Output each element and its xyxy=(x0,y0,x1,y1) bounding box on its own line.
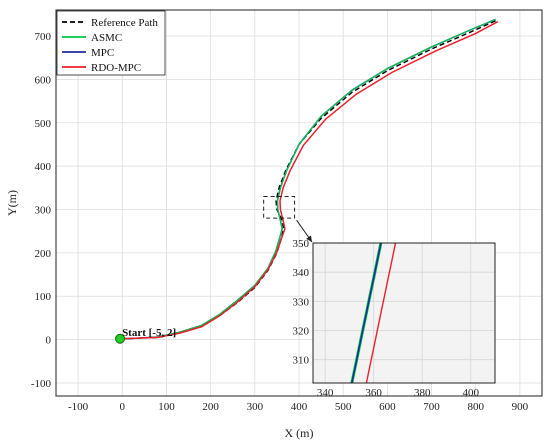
x-tick-label: 800 xyxy=(467,401,484,413)
inset-x-tick-label: 340 xyxy=(317,387,334,399)
plot-frame xyxy=(55,9,543,397)
x-tick-label: 400 xyxy=(291,401,308,413)
legend-label: RDO-MPC xyxy=(91,62,141,74)
zoom-inset: 340 360 380 400 310 320 330 340 350 xyxy=(293,238,496,399)
y-tick-label: 100 xyxy=(35,291,52,303)
series-line-asmc xyxy=(120,18,496,340)
inset-y-tick-label: 320 xyxy=(293,326,310,338)
x-axis-label: X (m) xyxy=(285,426,314,440)
zoom-arrow xyxy=(296,219,313,243)
legend-label: Reference Path xyxy=(91,17,158,29)
y-tick-label: 500 xyxy=(35,118,52,130)
zoom-region-box xyxy=(263,195,296,219)
y-tick-label: 600 xyxy=(35,74,52,86)
start-annotation: Start [-5, 2] xyxy=(115,327,176,344)
x-tick-label: 300 xyxy=(247,401,264,413)
inset-x-tick-label: 380 xyxy=(414,387,431,399)
inset-line-rdo-mpc xyxy=(365,243,397,383)
y-tick-label: 300 xyxy=(35,205,52,217)
series-line-reference-path xyxy=(120,20,496,340)
x-tick-label: 700 xyxy=(423,401,440,413)
x-tick-label: -100 xyxy=(68,401,89,413)
x-tick-label: 0 xyxy=(120,401,126,413)
legend: Reference Path ASMC MPC RDO-MPC xyxy=(56,10,166,76)
y-tick-label: -100 xyxy=(31,378,52,390)
inset-y-tick-label: 340 xyxy=(293,267,310,279)
x-tick-label: 500 xyxy=(335,401,352,413)
y-tick-labels: -100 0 100 200 300 400 500 600 700 xyxy=(31,31,52,390)
x-tick-label: 600 xyxy=(379,401,396,413)
inset-y-tick-label: 310 xyxy=(293,355,310,367)
y-tick-label: 200 xyxy=(35,248,52,260)
inset-background xyxy=(313,243,495,383)
series-layer xyxy=(120,18,499,340)
inset-x-tick-label: 400 xyxy=(462,387,479,399)
start-label: Start [-5, 2] xyxy=(122,327,176,339)
y-tick-label: 0 xyxy=(46,335,52,347)
inset-tick-labels: 340 360 380 400 310 320 330 340 350 xyxy=(293,238,480,399)
y-tick-label: 400 xyxy=(35,161,52,173)
x-tick-label: 200 xyxy=(202,401,219,413)
legend-label: ASMC xyxy=(91,32,122,44)
inset-y-tick-label: 350 xyxy=(293,238,310,250)
y-axis-label: Y(m) xyxy=(5,190,19,216)
y-tick-label: 700 xyxy=(35,31,52,43)
legend-label: MPC xyxy=(91,47,114,59)
x-tick-labels: -100 0 100 200 300 400 500 600 700 800 900 xyxy=(68,401,529,413)
inset-y-tick-label: 330 xyxy=(293,296,310,308)
inset-x-tick-label: 360 xyxy=(365,387,382,399)
x-tick-label: 100 xyxy=(158,401,175,413)
start-marker xyxy=(115,333,126,344)
series-line-rdo-mpc xyxy=(120,21,499,340)
x-tick-label: 900 xyxy=(512,401,529,413)
inset-line-mpc xyxy=(351,243,382,383)
inset-grid xyxy=(313,242,495,383)
inset-series xyxy=(350,243,397,383)
inset-frame xyxy=(312,242,496,384)
